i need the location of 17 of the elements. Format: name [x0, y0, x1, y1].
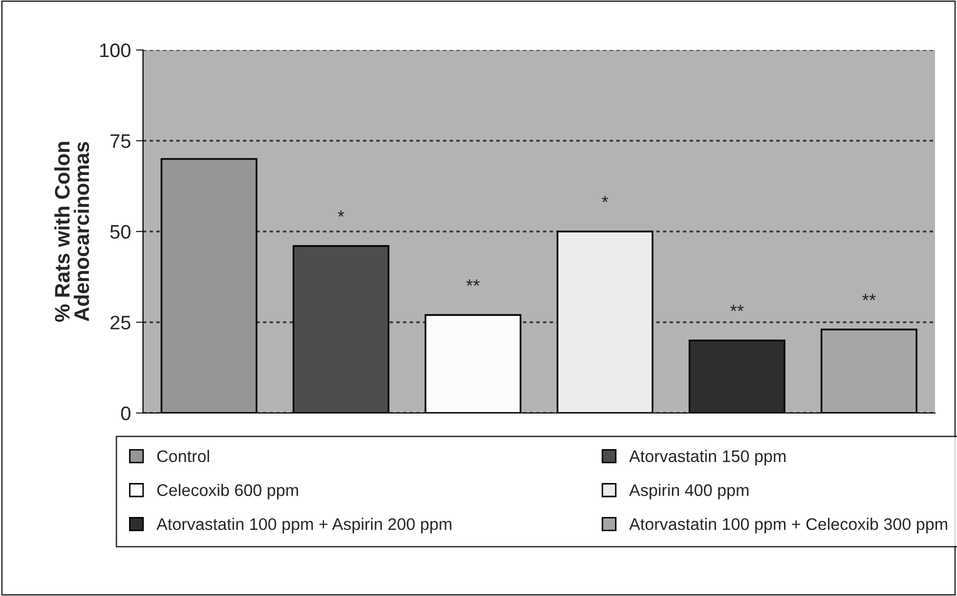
- legend-label: Control: [157, 450, 210, 462]
- data-label: **: [730, 304, 744, 312]
- legend-label: Atorvastatin 150 ppm: [629, 450, 786, 466]
- y-tick-label: 25: [110, 316, 130, 330]
- y-tick-label: 100: [100, 43, 130, 58]
- legend-label: Celecoxib 600 ppm: [157, 484, 298, 500]
- y-tick-label: 75: [110, 134, 130, 148]
- data-label: **: [862, 294, 876, 300]
- legend-label: Atorvastatin 100 ppm + Aspirin 200 ppm: [156, 518, 452, 534]
- data-label: *: [602, 196, 608, 202]
- data-label: **: [466, 279, 480, 286]
- y-axis-title: % Rats with Colon Adenocarcinomas: [54, 142, 90, 322]
- y-tick-label: 50: [110, 224, 130, 239]
- legend-label: Aspirin 400 ppm: [629, 484, 748, 500]
- y-tick-label: 0: [121, 406, 130, 420]
- data-label: *: [338, 210, 344, 217]
- legend-label: Atorvastatin 100 ppm + Celecoxib 300 ppm: [629, 518, 948, 534]
